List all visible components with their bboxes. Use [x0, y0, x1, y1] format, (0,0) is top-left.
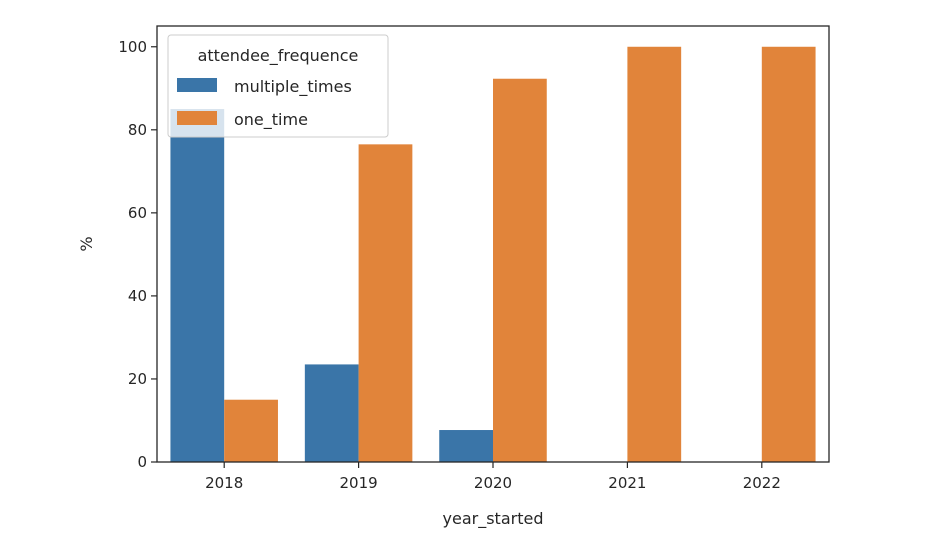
x-axis-label: year_started [443, 509, 544, 529]
bar-one-time-2019 [358, 144, 413, 463]
x-tick-label: 2020 [474, 474, 512, 492]
legend-swatch-multiple-times [177, 78, 217, 92]
bar-multiple-times-2020 [439, 430, 493, 462]
y-tick-label: 100 [118, 38, 147, 56]
y-axis: 0 20 40 60 80 100 [118, 38, 157, 471]
y-axis-label: % [77, 236, 96, 251]
legend-title: attendee_frequence [198, 46, 359, 66]
y-tick-label: 80 [128, 121, 147, 139]
x-tick-label: 2021 [608, 474, 646, 492]
y-tick-label: 0 [137, 453, 147, 471]
bar-one-time-2021 [627, 46, 682, 463]
y-tick-label: 20 [128, 370, 147, 388]
bar-multiple-times-2018 [170, 109, 225, 463]
legend-swatch-one-time [177, 111, 217, 125]
legend-label-one-time: one_time [234, 110, 308, 130]
y-tick-label: 60 [128, 204, 147, 222]
legend-label-multiple-times: multiple_times [234, 77, 352, 97]
bar-one-time-2018 [224, 399, 278, 462]
bar-one-time-2022 [761, 46, 816, 463]
legend-frame [167, 34, 389, 138]
x-axis: 2018 2019 2020 2021 2022 [205, 462, 781, 492]
x-tick-label: 2018 [205, 474, 243, 492]
legend: attendee_frequence multiple_times one_ti… [167, 34, 389, 138]
bar-multiple-times-2019 [304, 364, 359, 462]
x-tick-label: 2022 [743, 474, 781, 492]
bars-layer [170, 46, 816, 463]
x-tick-label: 2019 [340, 474, 378, 492]
y-tick-label: 40 [128, 287, 147, 305]
bar-one-time-2020 [493, 78, 547, 463]
